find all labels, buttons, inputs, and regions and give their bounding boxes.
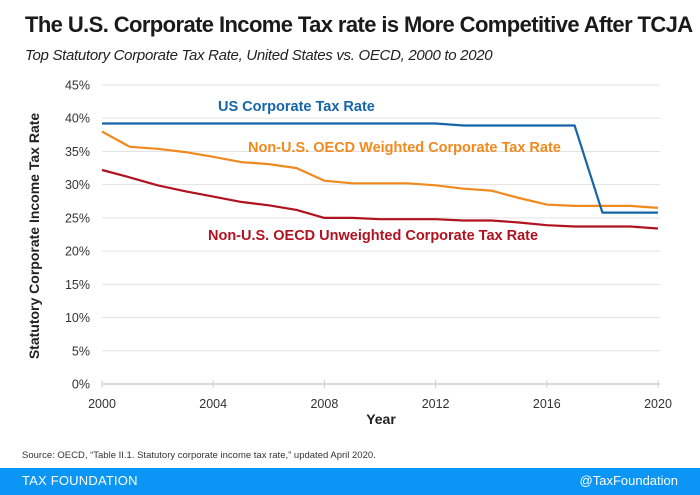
y-tick-label: 10% — [65, 311, 90, 325]
x-tick-label: 2020 — [644, 397, 672, 411]
series-line-us — [102, 122, 658, 214]
chart-title: The U.S. Corporate Income Tax rate is Mo… — [25, 12, 693, 37]
x-tick-label: 2000 — [88, 397, 116, 411]
series-lines — [101, 122, 659, 230]
footer-bar: TAX FOUNDATION @TaxFoundation — [0, 468, 700, 495]
x-tick-label: 2008 — [310, 397, 338, 411]
y-tick-label: 25% — [65, 211, 90, 225]
gridlines — [102, 84, 660, 352]
series-label-weighted: Non-U.S. OECD Weighted Corporate Tax Rat… — [248, 140, 561, 156]
series-label-unweighted: Non-U.S. OECD Unweighted Corporate Tax R… — [208, 228, 538, 244]
y-tick-label: 30% — [65, 178, 90, 192]
y-tick-label: 15% — [65, 278, 90, 292]
series-line-unweighted — [101, 168, 659, 230]
y-tick-label: 20% — [65, 245, 90, 259]
source-note: Source: OECD, “Table II.1. Statutory cor… — [22, 450, 376, 461]
y-axis-title: Statutory Corporate Income Tax Rate — [26, 113, 42, 360]
y-tick-label: 45% — [65, 79, 90, 93]
x-axis: 2000 2004 2008 2012 2016 2020 — [88, 380, 672, 411]
x-axis-title: Year — [366, 411, 396, 427]
y-tick-label: 0% — [72, 378, 90, 392]
series-label-us: US Corporate Tax Rate — [218, 99, 375, 115]
chart-subtitle: Top Statutory Corporate Tax Rate, United… — [25, 47, 493, 64]
y-axis-ticks: 0% 5% 10% 15% 20% 25% 30% 35% 40% 45% — [65, 79, 90, 392]
line-chart: 0%5%10%15%20%25%30%35%40%45% 2000 2004 200… — [26, 79, 672, 428]
series-line-weighted — [101, 130, 659, 209]
y-tick-label: 40% — [65, 112, 90, 126]
y-tick-label: 35% — [65, 145, 90, 159]
x-tick-label: 2004 — [199, 397, 227, 411]
x-tick-label: 2012 — [422, 397, 450, 411]
x-tick-label: 2016 — [533, 397, 561, 411]
footer-handle[interactable]: @TaxFoundation — [579, 473, 678, 488]
footer-brand: TAX FOUNDATION — [22, 473, 138, 488]
y-tick-label: 5% — [72, 344, 90, 358]
